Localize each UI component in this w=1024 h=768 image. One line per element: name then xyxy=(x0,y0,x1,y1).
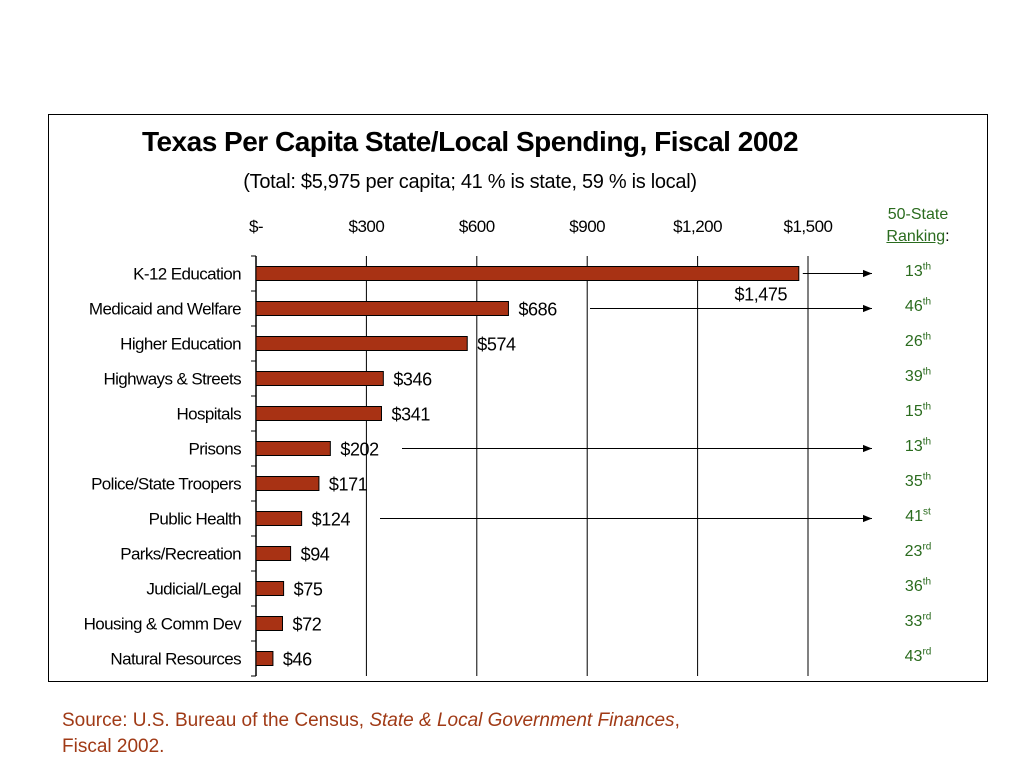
ranking-value: 43rd xyxy=(904,646,932,665)
category-label: Hospitals xyxy=(176,405,241,424)
bar xyxy=(255,406,382,421)
category-label: Higher Education xyxy=(120,335,241,354)
category-label: K-12 Education xyxy=(133,265,241,284)
ranking-value: 36th xyxy=(904,576,932,595)
bar xyxy=(255,616,283,631)
chart-title: Texas Per Capita State/Local Spending, F… xyxy=(141,126,799,157)
ranking-header: 50-State Ranking: xyxy=(868,204,968,248)
category-label: Medicaid and Welfare xyxy=(89,300,241,319)
source-publication: State & Local Government Finances xyxy=(369,710,675,731)
category-label: Prisons xyxy=(189,440,242,459)
data-label: $686 xyxy=(518,300,557,320)
data-label: $1,475 xyxy=(734,285,787,305)
data-label: $124 xyxy=(312,510,351,530)
ranking-value: 13th xyxy=(904,261,932,280)
bar xyxy=(255,336,468,351)
source-note: Source: U.S. Bureau of the Census, State… xyxy=(62,708,962,760)
x-tick-label: $- xyxy=(249,217,263,236)
bar xyxy=(255,371,384,386)
category-label: Natural Resources xyxy=(110,650,241,669)
data-label: $46 xyxy=(283,650,312,670)
ranking-value: 23rd xyxy=(904,541,932,560)
category-label: Highways & Streets xyxy=(103,370,241,389)
source-prefix: Source: U.S. Bureau of the Census, xyxy=(62,710,370,731)
bar xyxy=(255,441,331,456)
x-tick-label: $1,200 xyxy=(673,217,722,236)
source-line2: Fiscal 2002. xyxy=(62,736,165,757)
bar xyxy=(255,476,320,491)
source-suffix: , xyxy=(674,710,680,731)
bar xyxy=(255,266,800,281)
ranking-header-line2: Ranking xyxy=(886,228,946,245)
category-label: Parks/Recreation xyxy=(120,545,241,564)
bar xyxy=(255,511,303,526)
data-label: $94 xyxy=(301,545,330,565)
category-label: Housing & Comm Dev xyxy=(84,615,242,634)
ranking-value: 41st xyxy=(905,506,931,525)
ranking-value: 39th xyxy=(904,366,932,385)
data-label: $75 xyxy=(294,580,323,600)
data-label: $574 xyxy=(477,335,516,355)
ranking-header-colon: : xyxy=(945,228,950,245)
data-label: $202 xyxy=(340,440,379,460)
data-label: $171 xyxy=(329,475,368,495)
chart-subtitle: (Total: $5,975 per capita; 41 % is state… xyxy=(243,171,697,193)
data-label: $72 xyxy=(292,615,321,635)
ranking-value: 15th xyxy=(904,401,932,420)
ranking-value: 13th xyxy=(904,436,932,455)
category-label: Judicial/Legal xyxy=(146,580,241,599)
ranking-value: 46th xyxy=(904,296,932,315)
x-tick-label: $300 xyxy=(348,217,384,236)
data-label: $346 xyxy=(393,370,432,390)
category-label: Public Health xyxy=(149,510,242,529)
bar xyxy=(255,546,292,561)
category-label: Police/State Troopers xyxy=(91,475,241,494)
ranking-value: 33rd xyxy=(904,611,932,630)
bar xyxy=(255,301,509,316)
ranking-value: 26th xyxy=(904,331,932,350)
x-tick-label: $1,500 xyxy=(784,217,833,236)
bar xyxy=(255,651,274,666)
data-label: $341 xyxy=(391,405,430,425)
chart-frame xyxy=(48,114,988,682)
bar xyxy=(255,581,285,596)
ranking-header-line1: 50-State xyxy=(887,206,949,223)
ranking-value: 35th xyxy=(904,471,932,490)
x-tick-label: $900 xyxy=(569,217,605,236)
x-tick-label: $600 xyxy=(459,217,495,236)
